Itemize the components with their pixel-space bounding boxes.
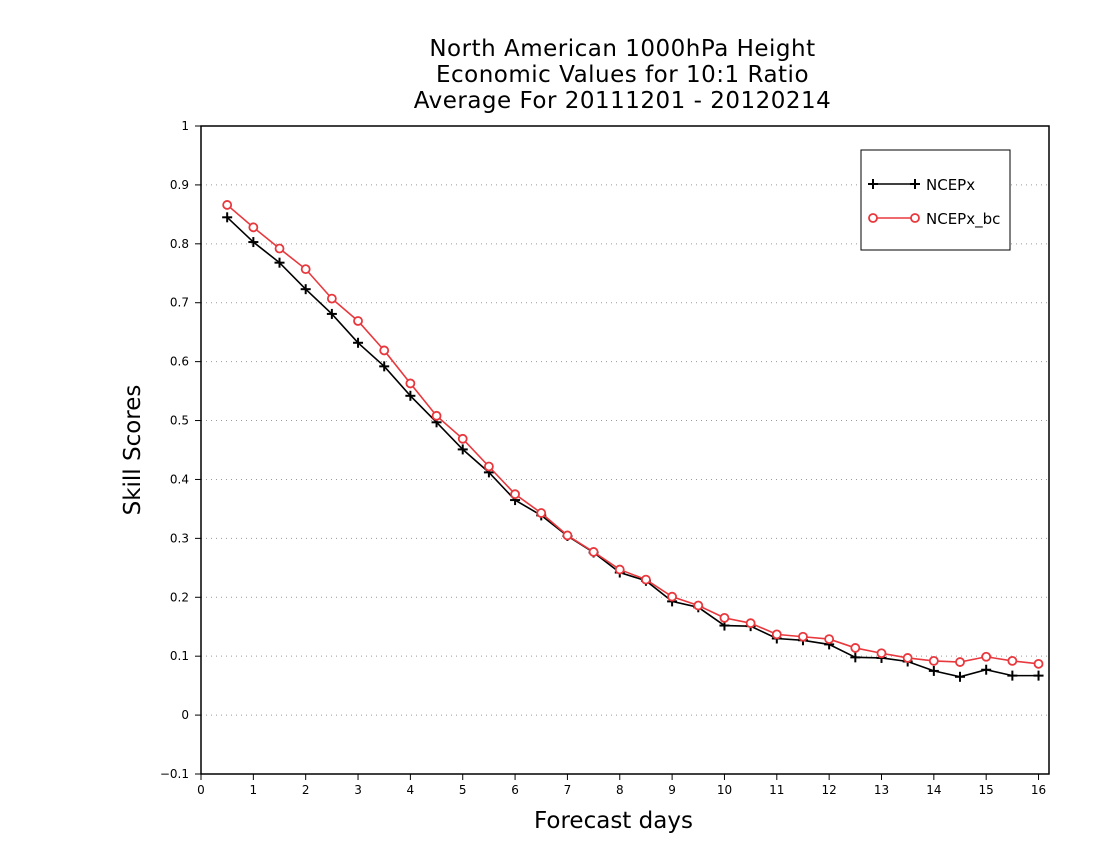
y-tick-label: 0.2 — [170, 590, 189, 604]
circle-marker — [771, 629, 782, 640]
series-NCEPx — [222, 212, 1044, 682]
x-tick-label: 5 — [459, 783, 467, 797]
x-axis-label: Forecast days — [534, 808, 693, 834]
series-layer — [222, 200, 1044, 682]
x-tick-label: 16 — [1031, 783, 1046, 797]
legend-label: NCEPx_bc — [926, 210, 1000, 229]
circle-marker — [798, 631, 808, 642]
circle-marker — [300, 264, 311, 275]
circle-marker — [902, 653, 913, 663]
legend-label: NCEPx — [926, 176, 975, 194]
circle-marker — [981, 651, 992, 662]
series-line — [226, 216, 1039, 678]
circle-marker — [379, 345, 390, 356]
circle-marker — [1007, 655, 1018, 666]
y-tick-label: 0.5 — [170, 414, 189, 428]
circle-marker — [248, 222, 259, 233]
x-tick-label: 9 — [668, 783, 676, 797]
series-NCEPx_bc — [222, 200, 1044, 669]
y-tick-label: 0.7 — [170, 296, 189, 310]
circle-marker — [510, 489, 520, 500]
x-tick-label: 2 — [302, 783, 310, 797]
circle-marker — [274, 243, 285, 254]
circle-marker — [536, 508, 547, 518]
x-tick-label: 3 — [354, 783, 362, 797]
x-tick-label: 1 — [250, 783, 258, 797]
circle-marker — [876, 648, 887, 659]
circle-marker — [326, 293, 337, 304]
x-tick-label: 14 — [926, 783, 941, 797]
circle-marker — [928, 655, 939, 666]
y-axis-label: Skill Scores — [120, 384, 146, 516]
circle-marker — [431, 410, 442, 421]
circle-marker — [868, 213, 878, 223]
x-tick-label: 8 — [616, 783, 624, 797]
circle-marker — [457, 433, 468, 444]
x-tick-label: 6 — [511, 783, 519, 797]
y-tick-label: 1 — [181, 119, 189, 133]
circle-marker — [484, 461, 494, 472]
x-tick-label: 15 — [979, 783, 994, 797]
circle-marker — [693, 600, 704, 611]
y-tick-label: 0.1 — [170, 649, 189, 663]
x-tick-label: 0 — [197, 783, 205, 797]
y-tick-label: 0.9 — [170, 178, 189, 192]
x-tick-label: 11 — [769, 783, 784, 797]
circle-marker — [641, 574, 651, 585]
chart-title-line-1: North American 1000hPa Height — [429, 36, 816, 62]
y-tick-label: 0.6 — [170, 355, 189, 369]
legend: NCEPx NCEPx_bc — [860, 149, 1011, 251]
plot-frame — [200, 125, 1050, 775]
legend-box — [860, 149, 1011, 251]
x-tick-label: 13 — [874, 783, 889, 797]
circle-marker — [614, 564, 625, 575]
x-tick-label: 4 — [407, 783, 415, 797]
circle-marker — [405, 378, 416, 389]
y-tick-label: 0 — [181, 708, 189, 722]
y-tick-label: 0.8 — [170, 237, 189, 251]
y-tick-label: −0.1 — [160, 767, 189, 781]
gridlines — [201, 184, 1049, 716]
circle-marker — [745, 618, 756, 629]
y-tick-label: 0.3 — [170, 531, 189, 545]
circle-marker — [353, 316, 363, 326]
circle-marker — [955, 657, 965, 667]
x-tick-label: 12 — [822, 783, 837, 797]
y-tick-label: 0.4 — [170, 472, 189, 486]
circle-marker — [719, 612, 730, 623]
x-tick-label: 10 — [717, 783, 732, 797]
x-tick-label: 7 — [564, 783, 572, 797]
circle-marker — [562, 530, 573, 541]
circle-marker — [824, 634, 835, 644]
circle-marker — [667, 591, 678, 602]
circle-marker — [910, 213, 920, 223]
chart-title-line-2: Economic Values for 10:1 Ratio — [435, 62, 810, 88]
axis-ticks: −0.100.10.20.30.40.50.60.70.80.910 1 2 3 4 5 6… — [160, 119, 1046, 797]
circle-marker — [588, 547, 599, 557]
chart-title-line-3: Average For 20111201 - 20120214 — [413, 88, 832, 114]
circle-marker — [1033, 658, 1044, 669]
circle-marker — [850, 643, 861, 653]
circle-marker — [222, 200, 233, 210]
series-line — [226, 204, 1039, 665]
